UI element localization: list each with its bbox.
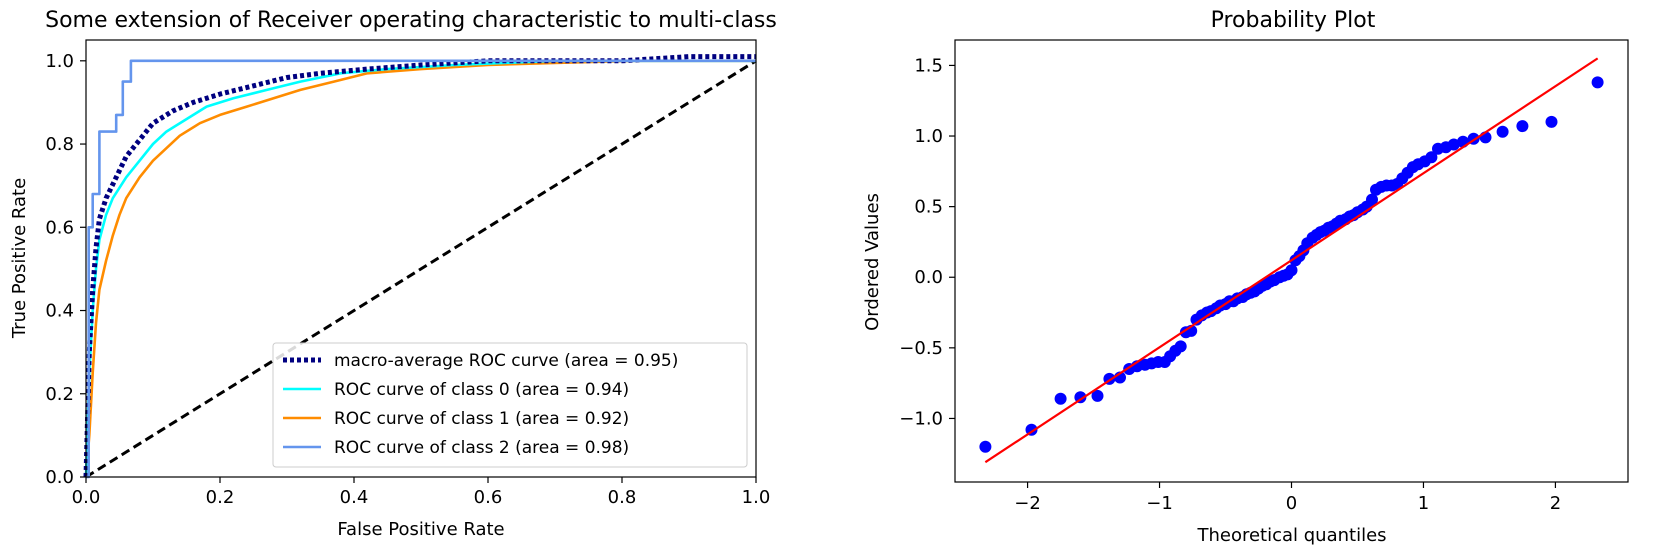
- roc-y-tick-label: 0.0: [45, 467, 74, 488]
- probability-plot-y-tick-label: −1.0: [899, 408, 943, 429]
- roc-chart-title: Some extension of Receiver operating cha…: [45, 8, 777, 33]
- probability-plot-point: [1447, 138, 1460, 151]
- probability-plot-area: [979, 57, 1604, 464]
- roc-legend-label: ROC curve of class 0 (area = 0.94): [334, 380, 629, 400]
- probability-plot-x-ticks: −2 −1 0 1 2: [1014, 482, 1561, 514]
- probability-plot-y-axis-label: Ordered Values: [862, 193, 883, 331]
- roc-x-tick-label: 0.6: [474, 487, 503, 508]
- roc-axes-frame: [85, 39, 757, 478]
- roc-chart: Some extension of Receiver operating cha…: [9, 8, 777, 540]
- probability-plot-point: [1054, 392, 1067, 405]
- probability-plot-y-tick-label: −0.5: [899, 338, 943, 359]
- probability-plot-y-ticks: −1.0 −0.5 0.0 0.5 1.0 1.5: [899, 55, 955, 429]
- probability-plot-x-tick-label: 1: [1418, 493, 1429, 514]
- probability-plot-point: [1366, 193, 1378, 206]
- probability-plot-x-axis-label: Theoretical quantiles: [1196, 525, 1386, 546]
- probability-plot-y-tick-label: 0.5: [914, 197, 943, 218]
- probability-plot-y-tick-label: 1.0: [914, 126, 943, 147]
- probability-plot-y-tick-label: 1.5: [914, 55, 943, 76]
- roc-y-tick-label: 0.2: [45, 384, 74, 405]
- roc-x-tick-label: 0.2: [206, 487, 235, 508]
- roc-x-tick-label: 0.0: [72, 487, 101, 508]
- probability-plot-chart: Probability Plot −2 −1 0 1 2 −1.0 −0.5 0.0 0.5 1…: [862, 8, 1629, 546]
- roc-y-tick-label: 0.4: [45, 301, 74, 322]
- probability-plot-x-tick-label: −2: [1014, 493, 1041, 514]
- roc-legend-label: ROC curve of class 1 (area = 0.92): [334, 409, 629, 429]
- probability-plot-point: [1496, 125, 1509, 138]
- roc-legend: macro-average ROC curve (area = 0.95) ROC…: [272, 342, 748, 468]
- probability-plot-point: [1545, 115, 1558, 128]
- roc-y-tick-label: 0.6: [45, 217, 74, 238]
- roc-y-tick-label: 1.0: [45, 51, 74, 72]
- probability-plot-point: [979, 440, 992, 453]
- roc-x-axis-label: False Positive Rate: [337, 519, 504, 540]
- probability-plot-point: [1591, 76, 1604, 89]
- roc-chance-diagonal: [85, 59, 757, 479]
- probability-plot-y-tick-label: 0.0: [914, 267, 943, 288]
- probability-plot-fit-line: [984, 57, 1599, 464]
- probability-plot-point: [1516, 120, 1529, 133]
- probability-plot-x-tick-label: 0: [1286, 493, 1297, 514]
- roc-x-ticks: 0.0 0.2 0.4 0.6 0.8 1.0: [72, 477, 771, 508]
- roc-legend-label: ROC curve of class 2 (area = 0.98): [334, 438, 629, 458]
- roc-y-ticks: 0.0 0.2 0.4 0.6 0.8 1.0: [45, 51, 86, 488]
- probability-plot-point: [1174, 340, 1187, 353]
- probability-plot-x-tick-label: 2: [1550, 493, 1561, 514]
- probability-plot-point: [1425, 151, 1438, 164]
- roc-plot-area: [83, 54, 757, 479]
- roc-y-tick-label: 0.8: [45, 134, 74, 155]
- roc-x-tick-label: 0.4: [340, 487, 369, 508]
- roc-x-tick-label: 0.8: [608, 487, 637, 508]
- probability-plot-x-tick-label: −1: [1146, 493, 1173, 514]
- roc-x-tick-label: 1.0: [742, 487, 771, 508]
- roc-series-roc-curve-of-class-1-area-0-92: [84, 59, 756, 478]
- roc-legend-label: macro-average ROC curve (area = 0.95): [334, 351, 678, 371]
- probability-plot-point: [1091, 389, 1104, 402]
- roc-legend-box: [272, 342, 748, 468]
- roc-y-axis-label: True Positive Rate: [9, 178, 30, 339]
- probability-plot-title: Probability Plot: [1211, 8, 1376, 33]
- roc-series-roc-curve-of-class-2-area-0-98: [86, 59, 756, 479]
- probability-plot-point: [1285, 264, 1298, 277]
